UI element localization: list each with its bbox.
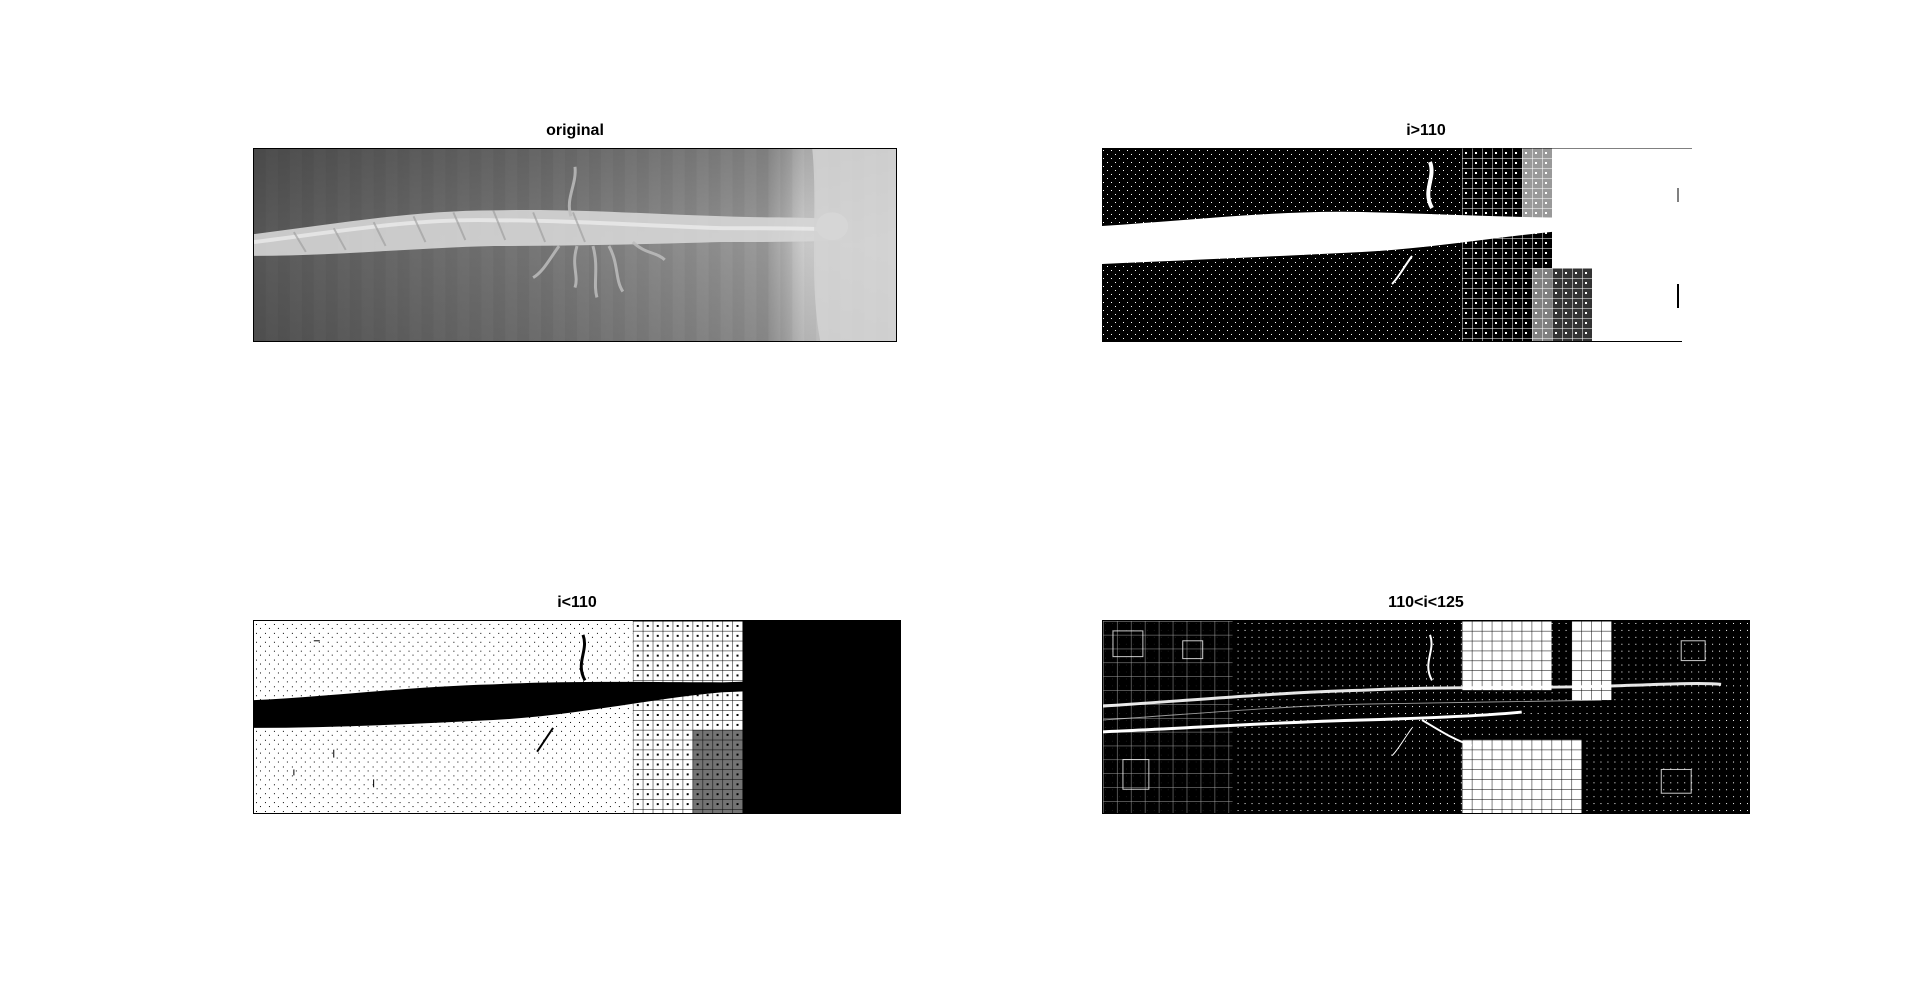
image-threshold-band: [1102, 620, 1750, 814]
image-original: [253, 148, 897, 342]
subplot-original: original: [253, 118, 897, 342]
image-threshold-below: [253, 620, 901, 814]
subplot-threshold-above: i>110: [1102, 118, 1750, 342]
subplot-title-original: original: [546, 122, 604, 139]
subplot-title-threshold-above: i>110: [1406, 122, 1446, 139]
subplot-title-threshold-below: i<110: [557, 594, 597, 611]
subplot-threshold-band: 110<i<125: [1102, 590, 1750, 814]
subplot-title-threshold-band: 110<i<125: [1388, 594, 1464, 611]
image-threshold-above: [1102, 148, 1750, 342]
subplot-threshold-below: i<110: [253, 590, 901, 814]
